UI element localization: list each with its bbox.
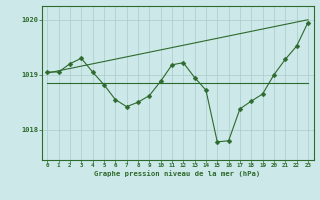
- X-axis label: Graphe pression niveau de la mer (hPa): Graphe pression niveau de la mer (hPa): [94, 170, 261, 177]
